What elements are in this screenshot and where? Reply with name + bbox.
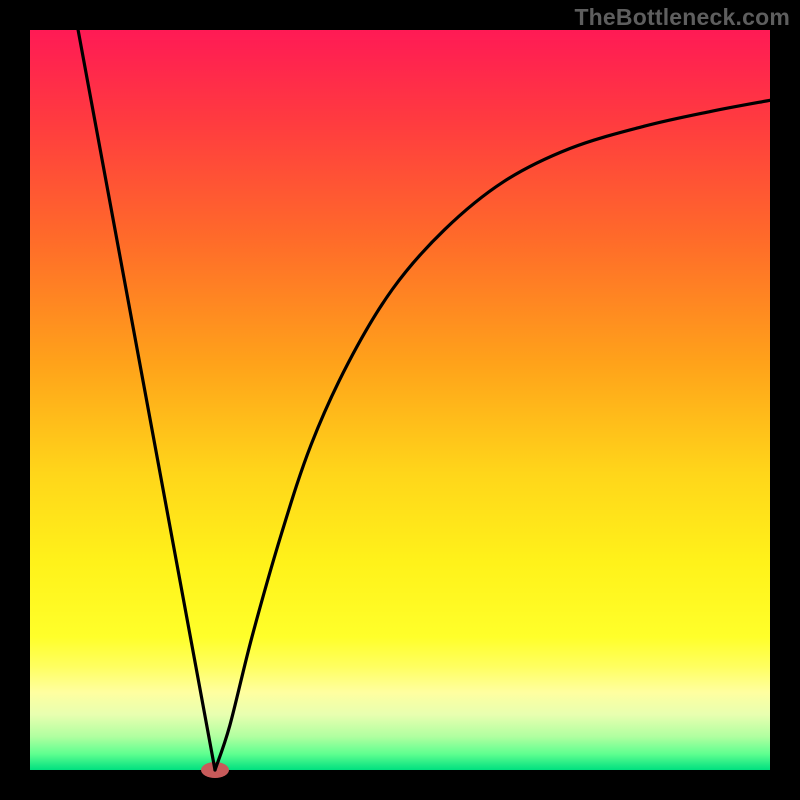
gradient-plot-area bbox=[30, 30, 770, 770]
watermark-text: TheBottleneck.com bbox=[574, 4, 790, 31]
bottleneck-chart bbox=[0, 0, 800, 800]
